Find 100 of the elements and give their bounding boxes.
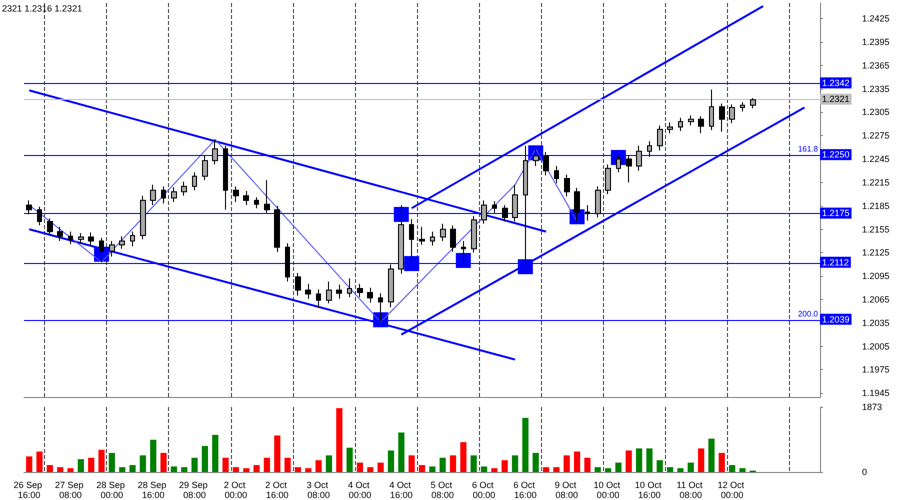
bar <box>88 458 94 472</box>
bar <box>667 467 674 472</box>
y-tick-label: 1.1945 <box>862 388 890 398</box>
bar <box>36 452 43 472</box>
bar <box>78 459 84 472</box>
candlestick <box>440 223 446 242</box>
candlestick <box>574 187 580 222</box>
candlestick <box>357 283 363 298</box>
candlestick <box>719 103 725 132</box>
candlestick <box>367 287 373 304</box>
candlestick <box>533 148 539 167</box>
candlestick <box>254 196 259 209</box>
candlestick <box>78 232 84 244</box>
y-tick-label: 1.2425 <box>862 14 890 24</box>
bar <box>232 467 240 472</box>
y-tick-label: 1873 <box>862 402 882 412</box>
ref-line-label: 1.2112 <box>822 257 849 268</box>
x-tick-label: 2 Oct 16:00 <box>265 480 290 500</box>
bar <box>305 468 312 472</box>
bar <box>274 436 280 472</box>
candlestick <box>316 288 321 309</box>
bar <box>574 452 580 472</box>
candlestick <box>616 154 621 173</box>
bar <box>346 448 353 472</box>
bar <box>542 467 550 472</box>
candlestick <box>688 114 694 126</box>
candlestick <box>336 284 342 300</box>
bar <box>491 468 498 472</box>
candlestick <box>636 145 642 172</box>
point <box>404 256 420 272</box>
bar <box>480 466 488 472</box>
candlestick <box>202 154 208 181</box>
bar <box>729 465 736 472</box>
candlestick <box>223 145 228 210</box>
x-tick-label: 12 Oct 00:00 <box>718 480 747 500</box>
candlestick <box>274 205 280 252</box>
y-tick-label: 1.2035 <box>862 318 890 328</box>
candlestick <box>657 124 663 151</box>
candlestick <box>450 224 456 252</box>
candlestick <box>667 122 673 134</box>
bar <box>708 438 715 472</box>
candlestick <box>430 231 435 246</box>
x-tick-label: 10 Oct 00:00 <box>594 480 623 500</box>
bar <box>336 408 342 472</box>
bar <box>378 462 384 472</box>
y-tick-label: 1.2275 <box>862 130 890 141</box>
candlestick <box>285 242 290 282</box>
bar <box>67 468 74 472</box>
y-tick-label: 0 <box>862 467 868 477</box>
bar <box>367 467 374 472</box>
bar <box>594 467 601 472</box>
candlestick <box>130 231 135 247</box>
bar <box>636 448 642 472</box>
x-tick-label: 27 Sep 08:00 <box>55 480 86 500</box>
x-tick-label: 9 Oct 08:00 <box>554 480 579 500</box>
bar <box>202 446 208 472</box>
x-tick-label: 6 Oct 16:00 <box>513 480 538 500</box>
bar <box>522 418 528 472</box>
bar <box>656 460 663 472</box>
candlestick <box>243 190 249 206</box>
y-tick-label: 1.2125 <box>862 248 890 258</box>
bar <box>46 465 53 472</box>
candlestick <box>585 204 590 222</box>
ref-line-label: 1.2321 <box>822 94 850 104</box>
bar <box>418 465 426 472</box>
candlestick <box>264 180 270 214</box>
y-tick-label: 1.2215 <box>862 177 890 188</box>
bar <box>398 432 404 472</box>
bar <box>108 452 115 472</box>
candlestick <box>740 102 745 112</box>
bar <box>677 468 684 472</box>
y-tick-label: 1.2095 <box>862 271 890 282</box>
x-tick-label: 28 Sep 16:00 <box>138 480 169 500</box>
candlestick <box>233 186 239 202</box>
bar <box>739 468 746 472</box>
candlestick <box>150 184 156 206</box>
x-tick-label: 11 Oct 08:00 <box>676 480 705 500</box>
x-tick-label: 4 Oct 00:00 <box>348 480 372 500</box>
bar <box>284 458 291 472</box>
ref-line-label: 1.2175 <box>822 208 850 218</box>
annotation: 2321 1.2316 1.2321 <box>2 4 82 14</box>
bar <box>450 455 456 472</box>
ref-line-label: 1.2342 <box>822 78 850 88</box>
candlestick <box>471 215 477 254</box>
candlestick <box>212 139 218 165</box>
y-tick-label: 1.2185 <box>862 200 890 211</box>
candlestick <box>461 240 466 263</box>
x-tick-label: 28 Sep 00:00 <box>96 480 128 500</box>
candlestick <box>626 154 632 183</box>
bar <box>294 467 302 472</box>
bar <box>243 468 250 472</box>
y-tick-label: 1.2245 <box>862 154 890 164</box>
y-tick-label: 1.2065 <box>862 294 890 304</box>
bar <box>532 452 539 472</box>
bar <box>160 452 167 472</box>
bar <box>222 458 229 472</box>
y-tick-label: 1.1975 <box>862 364 890 375</box>
candlestick <box>109 240 115 258</box>
y-tick-label: 1.2155 <box>862 224 890 234</box>
candlestick <box>595 186 601 218</box>
